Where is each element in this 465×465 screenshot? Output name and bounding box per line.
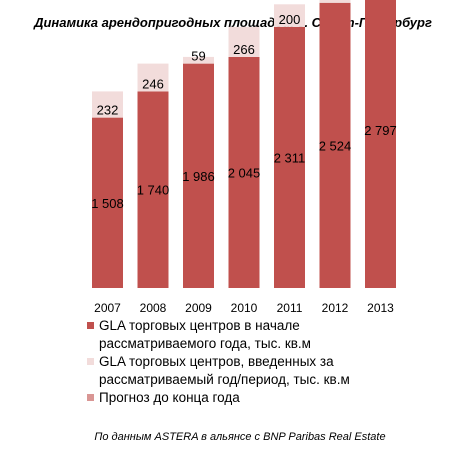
bar-base-2008: [137, 91, 169, 289]
legend-entry-0-line-1: рассматриваемого года, тыс. кв.м: [99, 336, 311, 351]
x-tick-2013: 2013: [367, 301, 394, 315]
bar-base-2009: [183, 63, 214, 288]
data-label-base-2013: 2 797: [364, 123, 397, 138]
legend: GLA торговых центров в начале рассматрива…: [87, 318, 350, 405]
data-label-added-2012: 273: [324, 0, 346, 3]
x-tick-2007: 2007: [94, 301, 121, 315]
legend-entry-0-line-0: GLA торговых центров в начале: [99, 318, 300, 333]
source-note: По данным ASTERA в альянсе с BNP Paribas…: [94, 431, 385, 443]
bar-added-2007: [92, 91, 123, 118]
x-tick-2009: 2009: [185, 301, 212, 315]
data-label-added-2009: 59: [191, 49, 205, 64]
data-label-added-2008: 246: [142, 76, 164, 91]
bar-base-2012: [319, 2, 351, 289]
data-label-base-2011: 2 311: [274, 150, 306, 165]
bar-base-2010: [228, 56, 260, 289]
legend-swatch-2: [87, 394, 94, 401]
legend-swatch-0: [87, 322, 94, 329]
data-label-added-2010: 266: [233, 42, 255, 57]
x-axis: 2007 2008 2009 2010 2011 2012 2013: [94, 301, 394, 315]
plot-area: 1 508 232 1 740 246 1 986 59 2 045 266 2 311 200 2…: [91, 0, 397, 289]
bar-added-2009: [183, 56, 214, 64]
data-label-base-2012: 2 524: [319, 138, 352, 153]
bar-base-2011: [274, 26, 305, 289]
bar-added-2008: [137, 63, 169, 92]
legend-entry-1-line-1: рассматриваемый год/период, тыс. кв.м: [99, 372, 350, 387]
x-tick-2011: 2011: [277, 301, 303, 315]
data-label-base-2008: 1 740: [137, 183, 170, 198]
data-label-base-2010: 2 045: [228, 166, 261, 181]
x-tick-2012: 2012: [322, 301, 349, 315]
legend-entry-1-line-0: GLA торговых центров, введенных за: [99, 354, 334, 369]
data-label-base-2009: 1 986: [182, 169, 215, 184]
x-tick-2008: 2008: [140, 301, 167, 315]
bar-added-2011: [274, 4, 305, 27]
x-tick-2010: 2010: [231, 301, 258, 315]
legend-entry-2-line-0: Прогноз до конца года: [99, 390, 240, 405]
bar-base-2013: [365, 0, 396, 289]
bar-added-2010: [228, 26, 260, 57]
legend-swatch-1: [87, 358, 94, 365]
bar-base-2007: [92, 117, 123, 288]
data-label-added-2007: 232: [97, 103, 119, 118]
data-label-added-2011: 200: [279, 12, 301, 27]
bar-added-2012: [319, 0, 351, 3]
data-label-base-2007: 1 508: [91, 196, 124, 211]
